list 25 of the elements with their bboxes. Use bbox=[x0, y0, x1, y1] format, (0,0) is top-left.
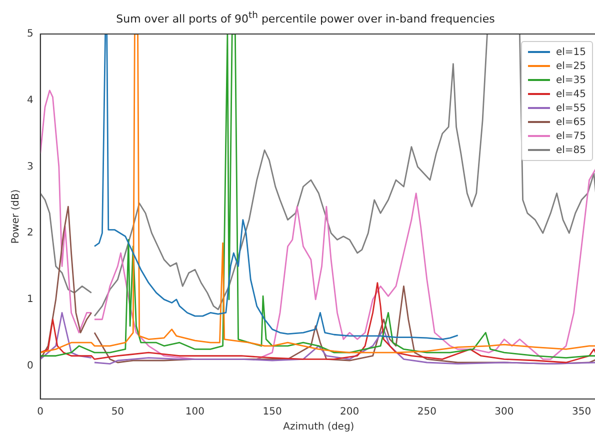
y-tick-label: 0 bbox=[26, 360, 34, 372]
legend-label: el=35 bbox=[556, 74, 586, 86]
x-tick-label: 0 bbox=[37, 406, 44, 418]
legend-label: el=55 bbox=[556, 102, 586, 114]
legend-label: el=45 bbox=[556, 88, 586, 100]
legend-label: el=75 bbox=[556, 130, 586, 142]
legend-label: el=15 bbox=[556, 46, 586, 58]
legend-label: el=65 bbox=[556, 116, 586, 128]
y-tick-label: 2 bbox=[26, 228, 34, 239]
y-tick-label: 5 bbox=[26, 28, 34, 40]
x-tick-label: 250 bbox=[417, 406, 436, 418]
y-tick-label: 1 bbox=[26, 294, 34, 306]
y-tick-label: 4 bbox=[26, 94, 34, 106]
x-tick-label: 350 bbox=[572, 406, 592, 418]
x-axis-title: Azimuth (deg) bbox=[283, 422, 354, 433]
legend-label: el=25 bbox=[556, 60, 586, 72]
y-axis-title: Power (dB) bbox=[10, 189, 22, 244]
x-tick-label: 100 bbox=[185, 406, 205, 418]
x-tick-label: 200 bbox=[340, 406, 360, 418]
x-tick-label: 50 bbox=[111, 406, 124, 418]
y-tick-label: 3 bbox=[26, 161, 34, 172]
x-tick-label: 300 bbox=[494, 406, 514, 418]
legend-label: el=85 bbox=[556, 144, 586, 156]
x-tick-label: 150 bbox=[262, 406, 282, 418]
chart-title: Sum over all ports of 90$^{th}$ percentile power over in-band frequencies bbox=[115, 9, 496, 26]
